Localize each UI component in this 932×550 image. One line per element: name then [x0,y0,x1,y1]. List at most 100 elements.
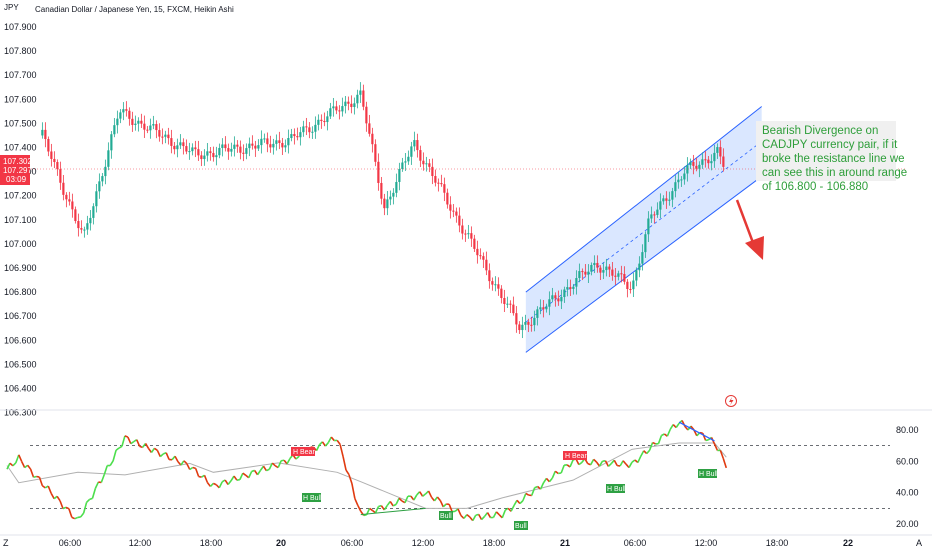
rsi-segment [380,505,385,511]
candle-body [626,281,629,290]
time-tick-label: 21 [560,538,570,548]
candle-body [44,129,47,140]
candle-body [557,298,560,302]
rsi-segment [262,465,268,472]
candle-body [230,148,233,152]
candle-body [524,321,527,325]
label-h-bull-3-text: H Bull [699,471,718,478]
channel-upper-line[interactable] [525,106,762,293]
rsi-segment [530,487,536,496]
rsi-segment [657,435,663,444]
candle-body [371,133,374,145]
label-h-bull-3: H Bull [698,469,718,478]
candle-body [245,148,248,154]
rsi-segment [392,503,397,507]
candle-body [587,271,590,275]
candle-body [332,106,335,109]
candle-body [470,233,473,239]
candle-body [533,317,536,326]
rsi-segment [719,450,725,459]
candle-body [389,196,392,200]
candle-body [95,191,98,207]
candle-body [710,161,713,164]
candle-body [209,151,212,154]
candle-body [431,166,434,177]
regression-channel [525,106,762,353]
candle-body [455,211,458,216]
rsi-segment [419,491,424,497]
candle-body [653,214,656,216]
lightning-icon[interactable] [725,395,737,407]
rsi-segment [218,481,223,489]
time-axis[interactable]: 06:00 12:00 18:00 20 06:00 12:00 18:00 21 06:00 1… [59,538,853,548]
auto-scale-icon[interactable]: A [916,538,922,548]
rsi-segment [646,449,651,455]
rsi-segment [569,459,574,468]
candle-body [569,287,572,289]
timezone-icon[interactable]: Z [3,538,9,548]
channel-lower-line[interactable] [525,176,762,353]
rsi-segment [525,492,530,496]
candle-body [680,179,683,181]
rsi-segment [504,507,509,511]
rsi-segment [457,508,462,516]
rsi-segment [548,477,553,483]
candle-body [698,164,701,169]
rsi-segment [33,475,37,479]
rsi-segment [439,500,445,508]
rsi-segment [213,482,217,486]
candle-body [704,159,707,161]
rsi-segment [21,461,26,468]
rsi-segment [242,472,247,476]
candle-body [368,123,371,134]
chart-title: Canadian Dollar / Japanese Yen, 15, FXCM… [35,5,234,14]
rsi-segment [542,477,548,484]
candle-body [590,264,593,272]
candle-body [608,266,611,270]
annotation-line-2: CADJPY currency pair, if it [762,139,898,151]
rsi-segment [675,422,680,428]
annotation-box[interactable]: Bearish Divergence on CADJPY currency pa… [756,121,907,193]
candle-body [473,238,476,249]
candle-body [233,144,236,149]
candle-body [656,209,659,215]
rsi-segment [144,443,150,449]
candle-body [503,298,506,305]
candle-body [602,270,605,273]
candle-body [338,110,341,112]
candle-body [272,143,275,148]
candle-body [152,124,155,126]
time-tick-label: 18:00 [483,538,506,548]
candle-body [344,101,347,107]
rsi-segment [463,514,468,519]
candle-body [398,169,401,182]
candle-body [482,256,485,260]
candles [41,82,725,339]
rsi-segment [186,463,191,470]
candle-body [326,116,329,123]
price-tick-label: 107.800 [4,46,37,56]
price-tick-label: 107.000 [4,239,37,249]
candle-body [575,278,578,287]
price-tick-label: 106.300 [4,408,37,418]
candle-body [221,144,224,148]
rsi-segment [339,444,344,457]
rsi-tick-label: 80.00 [896,425,919,435]
candle-body [197,149,200,156]
candle-body [191,147,194,152]
bearish-arrow[interactable] [735,199,764,260]
candle-body [194,147,197,150]
candle-body [293,134,296,137]
candle-body [647,218,650,235]
candle-body [617,273,620,277]
candle-body [284,145,287,148]
time-tick-label: 06:00 [341,538,364,548]
price-tick-label: 107.400 [4,143,37,153]
time-tick-label: 12:00 [129,538,152,548]
candle-body [278,140,281,143]
rsi-segment [80,512,85,518]
candle-body [146,129,149,131]
candle-body [665,198,668,201]
rsi-segment [115,447,120,451]
